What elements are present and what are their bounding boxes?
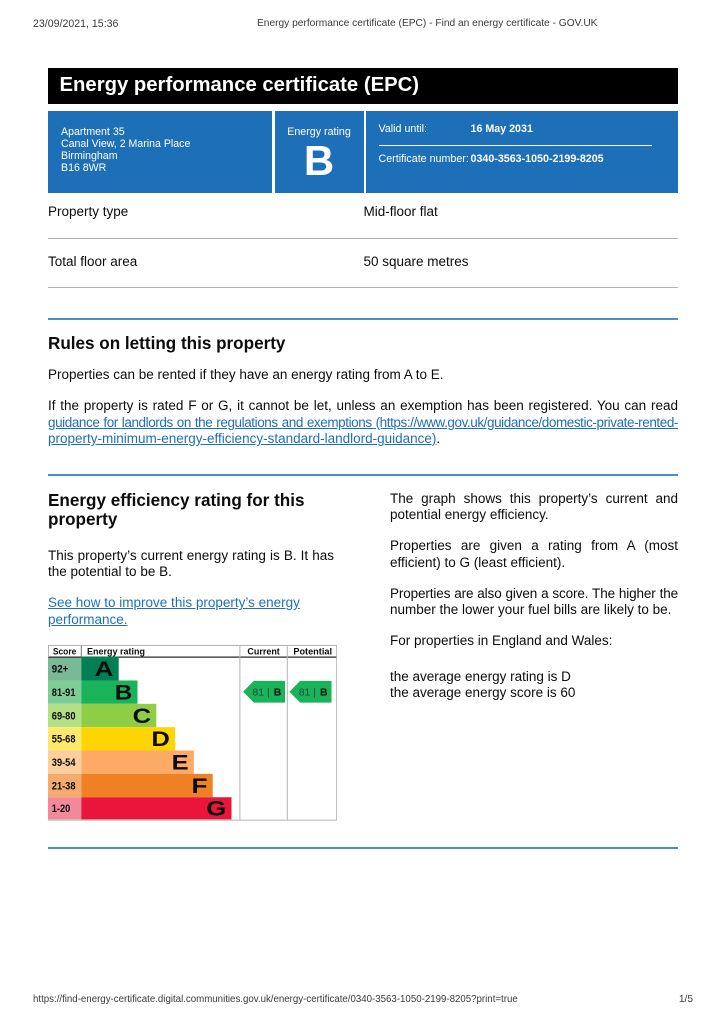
svg-text:81 |B: 81 | B xyxy=(252,688,281,699)
svg-text:21-38: 21-38 xyxy=(52,781,76,793)
svg-text:81 |B: 81 | B xyxy=(299,688,328,699)
svg-text:Current: Current xyxy=(247,647,279,657)
svg-text:C: C xyxy=(133,705,151,728)
svg-text:39-54: 39-54 xyxy=(52,757,76,769)
svg-text:81-91: 81-91 xyxy=(52,687,76,699)
svg-text:G: G xyxy=(206,798,226,821)
svg-text:A: A xyxy=(95,659,114,682)
svg-text:55-68: 55-68 xyxy=(52,734,76,746)
svg-text:E: E xyxy=(172,752,189,775)
svg-text:D: D xyxy=(151,729,169,752)
svg-text:Score: Score xyxy=(53,647,76,657)
svg-text:Energy rating: Energy rating xyxy=(87,647,145,657)
svg-text:92+: 92+ xyxy=(52,664,69,676)
svg-text:B: B xyxy=(115,682,132,705)
svg-text:69-80: 69-80 xyxy=(52,711,76,723)
svg-text:F: F xyxy=(191,775,207,798)
svg-text:1-20: 1-20 xyxy=(52,804,70,816)
svg-text:Potential: Potential xyxy=(293,647,332,657)
